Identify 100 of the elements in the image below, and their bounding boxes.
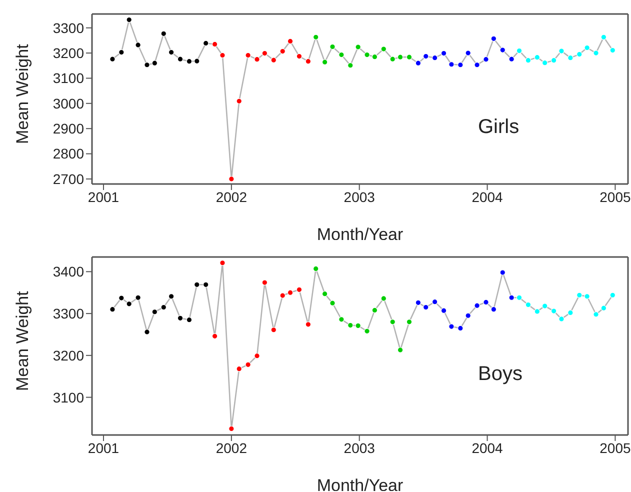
point <box>245 362 251 368</box>
point <box>177 315 184 322</box>
point <box>474 302 480 308</box>
point <box>372 307 378 314</box>
point <box>600 34 607 40</box>
x-tick-label: 2005 <box>600 440 631 456</box>
point <box>270 57 277 63</box>
point <box>110 56 116 62</box>
y-tick-label: 3200 <box>52 347 84 364</box>
point <box>135 42 141 48</box>
point <box>348 62 354 68</box>
point <box>202 282 209 288</box>
point <box>593 50 599 56</box>
point <box>406 54 412 60</box>
y-tick-label: 2900 <box>52 120 84 137</box>
point <box>338 316 344 322</box>
point <box>287 38 294 44</box>
point <box>440 308 447 314</box>
point <box>568 310 574 316</box>
point <box>534 308 540 314</box>
point <box>152 60 158 66</box>
point <box>177 56 184 62</box>
point <box>280 292 286 298</box>
point <box>465 312 471 319</box>
point <box>144 62 150 68</box>
point <box>474 62 480 68</box>
point <box>287 290 294 296</box>
point <box>465 50 471 56</box>
point <box>186 58 192 64</box>
point <box>322 59 328 66</box>
point <box>126 301 132 307</box>
point <box>500 47 506 53</box>
y-tick-label: 3100 <box>52 389 84 406</box>
x-tick-label: 2004 <box>472 188 504 205</box>
point <box>390 319 396 325</box>
point <box>542 303 548 309</box>
x-tick-label: 2002 <box>216 188 248 205</box>
point <box>542 60 548 66</box>
point <box>483 56 489 62</box>
y-tick-label: 2800 <box>52 146 84 162</box>
point <box>322 290 328 297</box>
point <box>220 52 226 58</box>
point <box>558 316 564 322</box>
point <box>220 260 226 266</box>
point <box>610 292 616 298</box>
point <box>448 61 454 68</box>
point <box>212 41 218 48</box>
point <box>305 58 312 64</box>
point <box>312 266 319 272</box>
y-tick-label: 3300 <box>52 20 84 36</box>
point <box>236 98 242 104</box>
point <box>422 304 429 310</box>
y-tick-label: 2700 <box>52 170 84 187</box>
point <box>508 294 514 301</box>
point <box>228 426 234 432</box>
x-tick-label: 2003 <box>344 440 376 456</box>
point <box>254 352 260 359</box>
y-axis-title: Mean Weight <box>13 290 32 391</box>
point <box>135 294 141 301</box>
point <box>270 326 277 333</box>
point <box>186 316 192 323</box>
point <box>610 47 616 54</box>
y-axis-title: Mean Weight <box>13 44 32 144</box>
point <box>415 300 422 306</box>
y-tick-label: 3200 <box>52 45 84 62</box>
point <box>355 44 361 50</box>
point <box>118 295 124 301</box>
point <box>406 319 412 325</box>
point <box>305 322 312 328</box>
point <box>500 270 506 276</box>
point <box>348 322 354 328</box>
point <box>380 46 387 52</box>
point <box>280 48 286 54</box>
point <box>330 300 336 306</box>
point <box>355 322 361 329</box>
y-tick-label: 3400 <box>52 264 84 280</box>
x-tick-label: 2005 <box>600 188 631 205</box>
x-tick-label: 2002 <box>216 440 248 456</box>
point <box>415 60 422 66</box>
point <box>110 306 116 312</box>
annotation: Boys <box>478 363 522 386</box>
point <box>525 57 532 64</box>
y-tick-label: 3300 <box>52 306 84 322</box>
point <box>228 176 234 182</box>
point <box>490 36 497 42</box>
point <box>152 308 158 315</box>
point <box>390 56 396 62</box>
point <box>525 302 532 308</box>
point <box>550 57 557 64</box>
point <box>118 49 124 56</box>
point <box>593 311 599 318</box>
point <box>296 53 302 60</box>
point <box>397 347 404 353</box>
y-tick-label: 3100 <box>52 70 84 86</box>
point <box>364 328 370 334</box>
x-axis-title: Month/Year <box>316 225 404 244</box>
point <box>584 293 590 300</box>
x-tick-label: 2004 <box>472 440 504 456</box>
x-tick-label: 2003 <box>344 188 376 205</box>
point <box>550 308 557 314</box>
